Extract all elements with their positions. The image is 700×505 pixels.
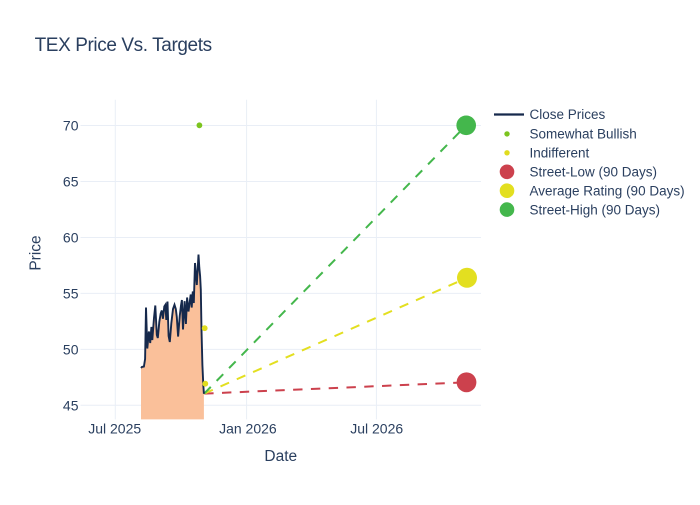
svg-text:Average Rating (90 Days): Average Rating (90 Days) — [530, 183, 685, 198]
svg-text:TEX Price Vs. Targets: TEX Price Vs. Targets — [35, 35, 212, 56]
svg-text:Jan 2026: Jan 2026 — [219, 421, 277, 437]
svg-text:Street-High (90 Days): Street-High (90 Days) — [530, 202, 661, 217]
svg-text:45: 45 — [63, 397, 79, 413]
svg-text:50: 50 — [63, 341, 79, 357]
svg-text:70: 70 — [63, 118, 79, 134]
svg-text:Price: Price — [27, 235, 44, 270]
svg-text:60: 60 — [63, 229, 79, 245]
svg-text:Date: Date — [264, 448, 297, 465]
svg-text:Somewhat Bullish: Somewhat Bullish — [530, 127, 637, 142]
svg-text:Street-Low (90 Days): Street-Low (90 Days) — [530, 165, 658, 180]
svg-text:Indifferent: Indifferent — [530, 146, 590, 161]
svg-text:Jul 2026: Jul 2026 — [350, 421, 403, 437]
svg-text:65: 65 — [63, 174, 79, 190]
svg-text:55: 55 — [63, 285, 79, 301]
svg-text:Jul 2025: Jul 2025 — [88, 421, 141, 437]
svg-text:Close Prices: Close Prices — [530, 107, 606, 122]
